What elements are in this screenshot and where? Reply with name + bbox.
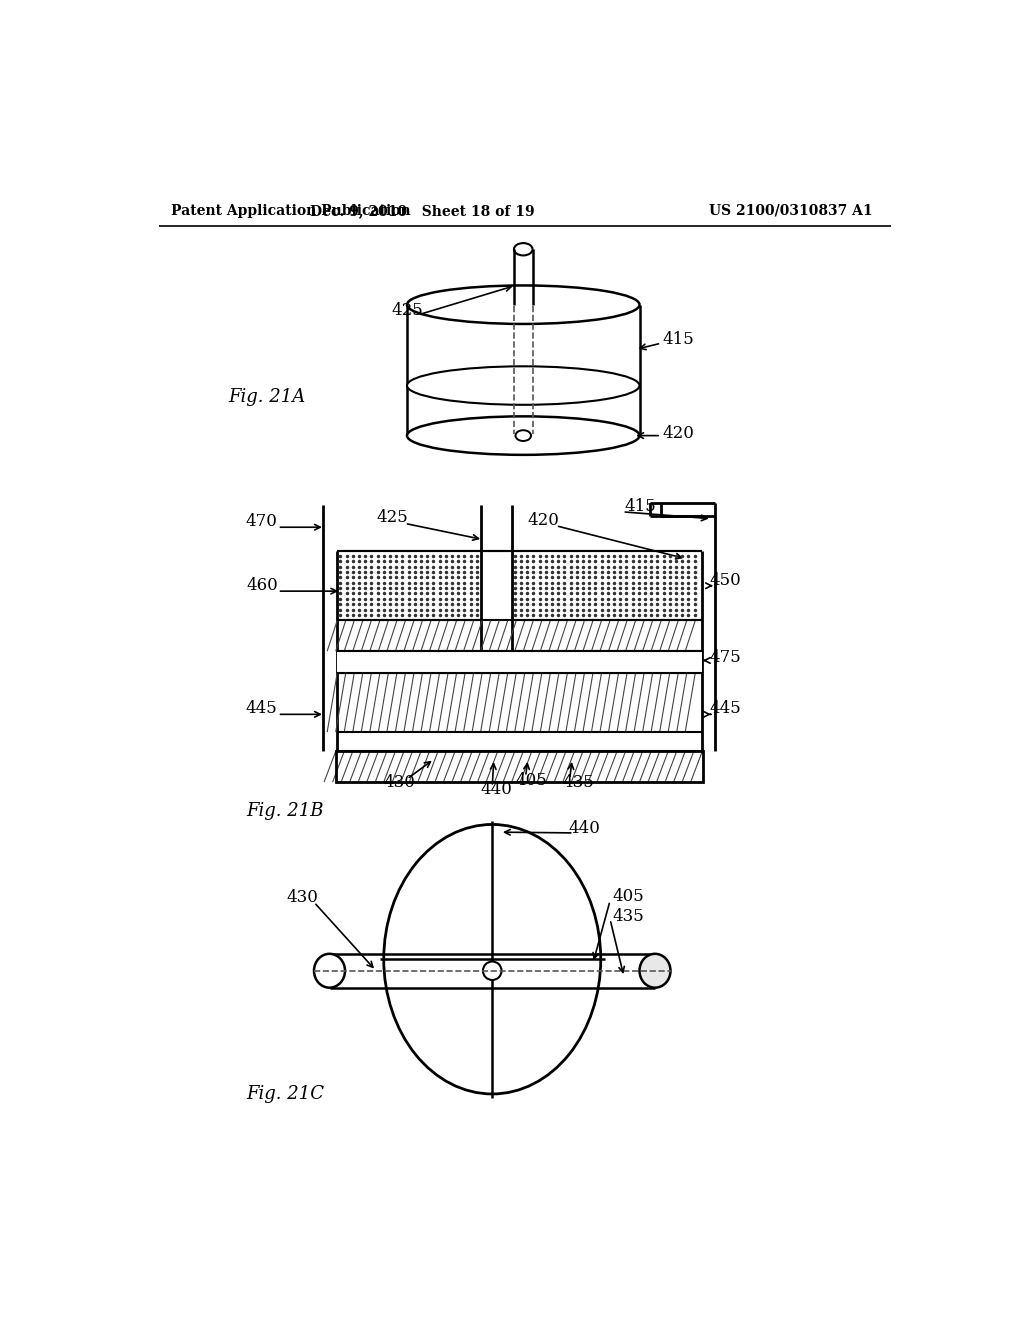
Text: Fig. 21C: Fig. 21C [246, 1085, 324, 1104]
Ellipse shape [514, 243, 532, 256]
Text: 440: 440 [480, 781, 512, 799]
Text: 445: 445 [246, 701, 278, 718]
Text: 415: 415 [663, 331, 694, 348]
Text: 420: 420 [527, 512, 559, 529]
Bar [337, 651, 701, 673]
Text: 425: 425 [391, 301, 423, 318]
Text: Patent Application Publication: Patent Application Publication [171, 203, 411, 218]
Text: Fig. 21B: Fig. 21B [246, 803, 324, 820]
Text: 440: 440 [568, 820, 600, 837]
Text: 435: 435 [612, 908, 644, 925]
Text: 430: 430 [287, 890, 318, 906]
Text: 405: 405 [612, 887, 644, 904]
Text: 430: 430 [384, 774, 416, 791]
Text: Fig. 21A: Fig. 21A [228, 388, 306, 407]
Text: 475: 475 [710, 649, 741, 665]
Text: 425: 425 [376, 510, 408, 527]
Ellipse shape [384, 825, 601, 1094]
Ellipse shape [314, 954, 345, 987]
Bar [336, 751, 703, 781]
Text: Dec. 9, 2010   Sheet 18 of 19: Dec. 9, 2010 Sheet 18 of 19 [310, 203, 535, 218]
Text: US 2100/0310837 A1: US 2100/0310837 A1 [710, 203, 872, 218]
Text: 470: 470 [246, 513, 278, 531]
Text: 445: 445 [710, 701, 741, 718]
Text: 420: 420 [663, 425, 694, 442]
Text: 415: 415 [624, 498, 655, 515]
Ellipse shape [640, 954, 671, 987]
Text: 450: 450 [710, 572, 741, 589]
Ellipse shape [515, 430, 531, 441]
Ellipse shape [407, 416, 640, 455]
Ellipse shape [407, 367, 640, 405]
Text: 435: 435 [562, 774, 594, 791]
Ellipse shape [407, 285, 640, 323]
Text: 405: 405 [515, 772, 547, 789]
Text: 460: 460 [247, 577, 279, 594]
Ellipse shape [483, 961, 502, 979]
